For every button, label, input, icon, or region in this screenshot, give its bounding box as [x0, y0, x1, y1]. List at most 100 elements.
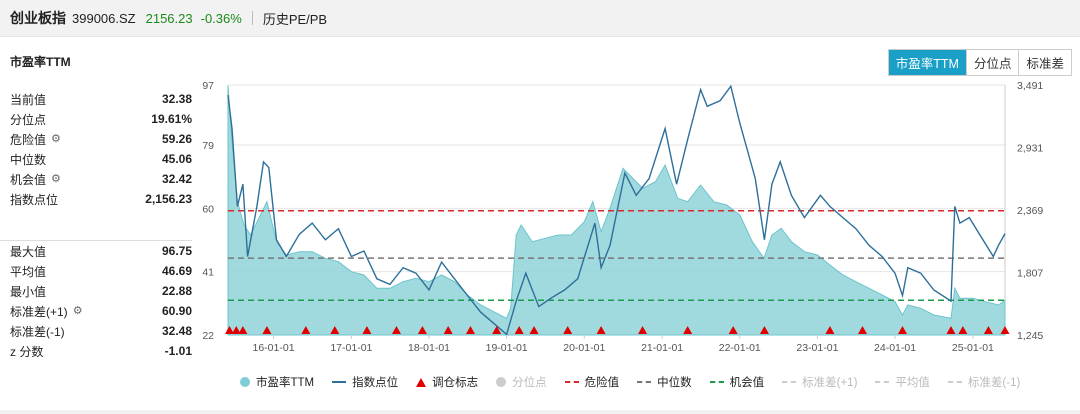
tab-pe-ttm[interactable]: 市盈率TTM [888, 50, 966, 75]
stat-current-row: 机会值 ⚙ 32.42 [10, 169, 192, 189]
signal-marker [231, 326, 241, 334]
legend-item[interactable]: 标准差(+1) [782, 374, 857, 390]
legend-item[interactable]: 标准差(-1) [947, 374, 1021, 390]
legend-item[interactable]: 指数点位 [332, 374, 398, 390]
stat-label: 中位数 [10, 151, 46, 168]
stat-label: 危险值 ⚙ [10, 131, 62, 148]
legend-symbol [782, 381, 797, 383]
stats-current: 当前值 32.38 分位点 19.61% 危险值 ⚙ 59.26 中位数 45.06 机会值 ⚙ 32… [10, 89, 192, 209]
y-left-tick-label: 22 [202, 330, 214, 342]
stat-label-text: 分位点 [10, 112, 47, 127]
stat-value: 19.61% [151, 112, 192, 126]
legend-label: 机会值 [729, 377, 765, 389]
x-tick-label: 21-01-01 [641, 342, 683, 354]
stat-current-row: 当前值 32.38 [10, 89, 192, 109]
legend-item[interactable]: 中位数 [637, 374, 692, 390]
stat-value: 22.88 [161, 284, 192, 298]
legend-symbol [709, 381, 724, 383]
stat-label-text: 当前值 [10, 92, 47, 107]
panel-title: 市盈率TTM [10, 55, 71, 69]
gear-icon[interactable]: ⚙ [51, 132, 61, 145]
signal-marker [262, 326, 272, 334]
pe-chart: 97 79 60 41 22 3,491 2,931 2,369 1,807 1,245 16-01… [202, 80, 1043, 354]
y-right-tick-label: 2,931 [1017, 142, 1043, 154]
signal-marker [492, 326, 502, 334]
signal-marker [238, 326, 248, 334]
gear-icon[interactable]: ⚙ [51, 172, 61, 185]
metric-tabs: 市盈率TTM 分位点 标准差 [887, 49, 1072, 76]
legend-label: 中位数 [657, 377, 692, 389]
index-change: -0.36% [200, 10, 242, 26]
stat-history-row: z 分数 -1.01 [10, 341, 192, 361]
stat-current-row: 分位点 19.61% [10, 109, 192, 129]
stat-value: 96.75 [161, 244, 192, 258]
legend-symbol [564, 381, 579, 383]
stat-history-row: 标准差(+1) ⚙ 60.90 [10, 301, 192, 321]
legend-item[interactable]: 平均值 [875, 374, 930, 390]
y-right-tick-label: 1,245 [1017, 330, 1043, 342]
stat-label: 机会值 ⚙ [10, 171, 62, 188]
signal-marker [728, 326, 738, 334]
legend-symbol [875, 381, 890, 383]
index-header: 创业板指 399006.SZ 2156.23 -0.36% 历史PE/PB [0, 0, 1080, 36]
signal-marker [465, 326, 475, 334]
signal-marker [301, 326, 311, 334]
signal-marker [958, 326, 968, 334]
stat-value: -1.01 [164, 344, 192, 358]
index-name: 创业板指 [10, 10, 66, 26]
stat-value: 32.42 [161, 172, 192, 186]
signal-marker [362, 326, 372, 334]
x-tick-label: 17-01-01 [330, 342, 372, 354]
legend-item[interactable]: 市盈率TTM [240, 374, 314, 390]
legend-item[interactable]: 危险值 [564, 374, 619, 390]
valuation-panel: 市盈率TTM 市盈率TTM 分位点 标准差 当前值 32.38 分位点 19.61% 危… [0, 36, 1080, 410]
legend-item[interactable]: 分位点 [496, 374, 547, 390]
header-separator [251, 11, 253, 25]
index-price: 2156.23 [145, 10, 193, 26]
legend-item[interactable]: 调仓标志 [416, 374, 478, 390]
y-left-tick-label: 41 [202, 267, 214, 279]
stat-label: 分位点 [10, 111, 46, 128]
x-tick-label: 16-01-01 [253, 342, 295, 354]
y-right-tick-label: 1,807 [1017, 267, 1043, 279]
legend-item[interactable]: 机会值 [709, 374, 765, 390]
stat-label-text: 标准差(-1) [10, 324, 65, 339]
stat-current-row: 危险值 ⚙ 59.26 [10, 129, 192, 149]
history-pe-pb-link[interactable]: 历史PE/PB [262, 11, 328, 27]
stat-value: 45.06 [161, 152, 192, 166]
x-tick-label: 22-01-01 [719, 342, 761, 354]
signal-marker [529, 326, 539, 334]
signal-marker [638, 326, 648, 334]
stats-divider [0, 240, 192, 241]
x-tick-label: 20-01-01 [563, 342, 605, 354]
stat-history-row: 最小值 22.88 [10, 281, 192, 301]
stats-history: 最大值 96.75 平均值 46.69 最小值 22.88 标准差(+1) ⚙ 60.90 标准差… [10, 241, 192, 361]
x-tick-label: 18-01-01 [408, 342, 450, 354]
y-left-tick-label: 79 [202, 140, 214, 152]
signal-marker [683, 326, 693, 334]
x-tick-label: 25-01-01 [952, 342, 994, 354]
gear-icon[interactable]: ⚙ [72, 304, 83, 317]
stat-label: z 分数 [10, 343, 43, 360]
stat-history-row: 标准差(-1) 32.48 [10, 321, 192, 341]
legend-label: 标准差(+1) [802, 377, 858, 389]
stat-value: 46.69 [161, 264, 192, 278]
signal-marker [596, 326, 606, 334]
tab-percentile[interactable]: 分位点 [965, 50, 1019, 75]
stat-label: 平均值 [10, 263, 46, 280]
legend-symbol [240, 377, 250, 387]
stat-label-text: 机会值 [10, 172, 47, 187]
legend-label: 平均值 [895, 377, 930, 389]
legend-label: 标准差(-1) [967, 377, 1021, 389]
legend-symbol [496, 377, 507, 387]
legend-label: 分位点 [512, 377, 547, 389]
tab-std-dev[interactable]: 标准差 [1018, 50, 1071, 75]
stat-value: 59.26 [161, 132, 192, 146]
legend-label: 指数点位 [352, 377, 399, 389]
series-index-line [227, 84, 1006, 336]
stat-value: 32.38 [161, 92, 192, 106]
signal-marker [759, 326, 769, 334]
legend-label: 调仓标志 [432, 377, 479, 389]
x-tick-label: 19-01-01 [486, 342, 528, 354]
chart-legend: 市盈率TTM 指数点位 调仓标志 分位点 危险值 中位数 机会值 标准差(+1) 平均值 标准差(… [240, 374, 1038, 390]
